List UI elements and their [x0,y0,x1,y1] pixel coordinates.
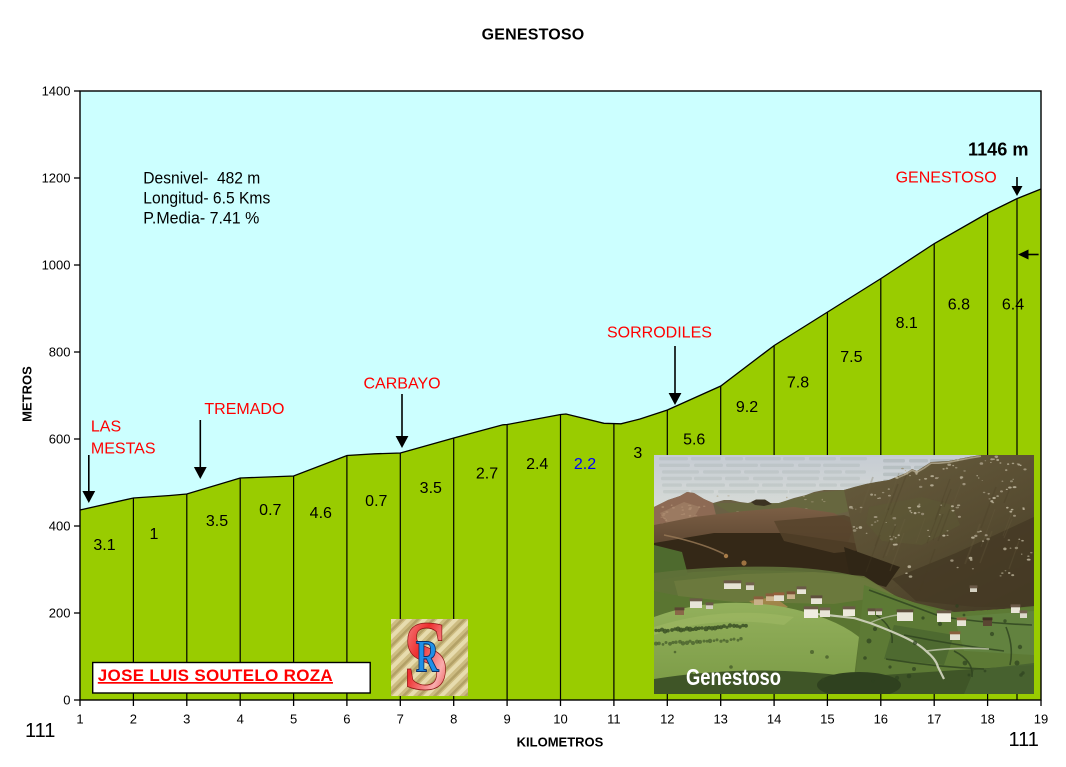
svg-text:600: 600 [49,432,71,447]
svg-text:S: S [403,600,449,711]
svg-text:JOSE LUIS SOUTELO ROZA: JOSE LUIS SOUTELO ROZA [98,666,333,685]
svg-text:Longitud- 6.5 Kms: Longitud- 6.5 Kms [143,188,270,207]
svg-text:0.7: 0.7 [259,502,281,519]
svg-text:KILOMETROS: KILOMETROS [517,735,604,750]
svg-text:0.7: 0.7 [365,493,387,510]
svg-text:17: 17 [927,712,941,727]
svg-text:Genestoso: Genestoso [686,664,781,690]
svg-text:1: 1 [76,712,83,727]
svg-text:6.4: 6.4 [1002,297,1024,314]
svg-text:9.2: 9.2 [736,399,758,416]
svg-text:6.8: 6.8 [948,297,970,314]
svg-text:7.5: 7.5 [840,349,862,366]
svg-text:8: 8 [450,712,457,727]
svg-text:15: 15 [820,712,834,727]
svg-text:16: 16 [874,712,888,727]
svg-text:2: 2 [130,712,137,727]
svg-text:SORRODILES: SORRODILES [607,325,712,342]
svg-text:P.Media- 7.41 %: P.Media- 7.41 % [143,208,259,227]
svg-text:111: 111 [1009,729,1039,751]
svg-text:MESTAS: MESTAS [91,440,156,457]
svg-text:400: 400 [49,519,71,534]
svg-text:7: 7 [397,712,404,727]
svg-text:TREMADO: TREMADO [204,401,284,418]
svg-text:18: 18 [980,712,994,727]
svg-text:Desnivel- 482 m: Desnivel- 482 m [143,168,260,187]
svg-text:1: 1 [150,526,159,543]
svg-text:5.6: 5.6 [683,432,705,449]
svg-text:2.7: 2.7 [476,466,498,483]
svg-text:14: 14 [767,712,781,727]
svg-text:9: 9 [503,712,510,727]
svg-text:LAS: LAS [91,419,121,436]
svg-text:10: 10 [553,712,567,727]
svg-text:1200: 1200 [42,171,71,186]
svg-text:R: R [416,631,440,682]
svg-text:1000: 1000 [42,258,71,273]
svg-text:3.1: 3.1 [93,537,115,554]
svg-text:3.5: 3.5 [420,480,442,497]
svg-text:1146 m: 1146 m [968,140,1029,160]
svg-text:2.2: 2.2 [574,456,596,473]
svg-text:111: 111 [25,720,55,742]
svg-text:8.1: 8.1 [896,315,918,332]
svg-text:4: 4 [237,712,244,727]
svg-text:6: 6 [343,712,350,727]
svg-text:2.4: 2.4 [526,456,548,473]
svg-text:800: 800 [49,345,71,360]
svg-text:3.5: 3.5 [206,513,228,530]
svg-text:3: 3 [183,712,190,727]
svg-text:12: 12 [660,712,674,727]
svg-text:CARBAYO: CARBAYO [364,376,441,393]
svg-text:200: 200 [49,606,71,621]
svg-text:4.6: 4.6 [310,505,332,522]
svg-text:3: 3 [633,445,642,462]
svg-text:METROS: METROS [20,366,35,422]
svg-text:GENESTOSO: GENESTOSO [896,170,997,187]
svg-text:1400: 1400 [42,84,71,99]
svg-text:GENESTOSO: GENESTOSO [482,27,585,44]
svg-text:11: 11 [607,712,621,727]
svg-text:5: 5 [290,712,297,727]
svg-text:19: 19 [1034,712,1048,727]
svg-text:0: 0 [63,693,70,708]
svg-text:13: 13 [713,712,727,727]
svg-text:7.8: 7.8 [787,375,809,392]
